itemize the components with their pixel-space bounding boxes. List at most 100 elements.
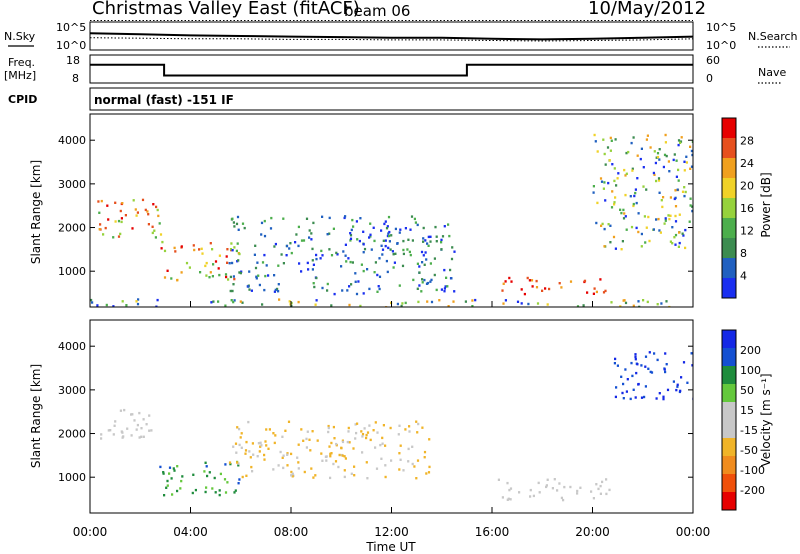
data-cell: [341, 289, 344, 292]
data-cell: [120, 220, 123, 224]
data-cell: [448, 234, 451, 238]
data-cell: [258, 283, 261, 287]
data-cell: [464, 300, 467, 303]
data-cell: [440, 241, 443, 244]
data-cell: [381, 436, 384, 440]
data-cell: [302, 439, 305, 442]
data-cell: [356, 238, 359, 241]
data-cell: [125, 304, 128, 307]
data-cell: [130, 413, 133, 416]
data-cell: [614, 395, 617, 399]
data-cell: [416, 287, 419, 290]
data-cell: [614, 357, 617, 361]
data-cell: [368, 424, 371, 427]
data-cell: [264, 440, 267, 443]
data-cell: [106, 204, 109, 207]
data-cell: [667, 160, 670, 163]
data-cell: [321, 215, 324, 218]
colorbar-segment: [722, 238, 736, 259]
data-cell: [404, 428, 407, 431]
data-cell: [603, 245, 606, 248]
data-cell: [426, 242, 429, 245]
data-cell: [176, 279, 179, 282]
data-cell: [646, 300, 649, 304]
data-cell: [204, 461, 207, 464]
data-cell: [440, 238, 443, 242]
data-cell: [176, 465, 179, 468]
data-cell: [423, 450, 427, 454]
data-cell: [96, 304, 99, 307]
data-cell: [351, 218, 354, 222]
data-cell: [376, 273, 379, 277]
data-cell: [613, 201, 616, 204]
data-cell: [392, 253, 395, 256]
data-cell: [691, 364, 693, 367]
colorbar-tick-label: 50: [740, 384, 754, 397]
data-cell: [344, 243, 347, 246]
data-cell: [205, 486, 208, 489]
date-label: 10/May/2012: [588, 0, 706, 19]
data-cell: [236, 461, 239, 464]
data-cell: [278, 298, 281, 301]
x-axis-label: Time UT: [365, 540, 416, 554]
data-cell: [663, 368, 666, 371]
data-cell: [343, 216, 346, 220]
data-cell: [176, 489, 179, 493]
colorbar-segment: [722, 456, 736, 475]
data-cell: [156, 208, 159, 212]
data-cell: [599, 177, 603, 180]
data-cell: [669, 196, 672, 199]
data-cell: [369, 438, 372, 442]
data-cell: [374, 446, 377, 449]
data-cell: [199, 271, 202, 274]
data-cell: [384, 464, 387, 467]
data-cell: [635, 201, 638, 205]
data-cell: [551, 487, 554, 490]
data-cell: [268, 428, 271, 431]
data-cell: [384, 444, 387, 447]
data-cell: [321, 286, 324, 290]
power-colorbar: 28 24 20 16 12 8 4: [721, 117, 754, 299]
data-cell: [259, 445, 262, 448]
data-cell: [205, 274, 208, 277]
data-cell: [415, 420, 418, 423]
data-cell: [311, 430, 314, 433]
data-cell: [678, 231, 681, 234]
data-cell: [668, 305, 671, 307]
data-cell: [309, 449, 312, 452]
data-cell: [664, 219, 667, 222]
data-cell: [659, 231, 662, 234]
data-cell: [642, 166, 645, 169]
nave-tick-top: 60: [706, 54, 720, 67]
data-cell: [389, 248, 392, 251]
freq-unit-label: [MHz]: [4, 69, 36, 82]
data-cell: [681, 232, 684, 235]
data-cell: [691, 153, 693, 157]
data-cell: [421, 281, 424, 284]
data-cell: [311, 259, 314, 262]
data-cell: [645, 138, 648, 141]
data-cell: [389, 426, 392, 430]
data-cell: [238, 252, 241, 256]
data-cell: [361, 435, 364, 438]
data-cell: [233, 225, 236, 228]
data-cell: [388, 230, 391, 234]
data-cell: [142, 435, 145, 438]
data-cell: [609, 224, 612, 227]
data-cell: [348, 303, 351, 307]
data-cell: [595, 221, 598, 225]
data-cell: [244, 449, 248, 452]
data-cell: [655, 218, 658, 221]
data-cell: [152, 203, 155, 206]
data-cell: [394, 252, 397, 255]
data-cell: [690, 149, 693, 153]
data-cell: [380, 457, 383, 460]
data-cell: [172, 467, 175, 470]
data-cell: [648, 239, 651, 243]
data-cell: [433, 257, 436, 260]
data-cell: [315, 276, 318, 280]
colorbar-frame: [721, 117, 737, 299]
data-cell: [510, 280, 513, 283]
data-cell: [402, 252, 405, 256]
data-cell: [387, 232, 390, 235]
